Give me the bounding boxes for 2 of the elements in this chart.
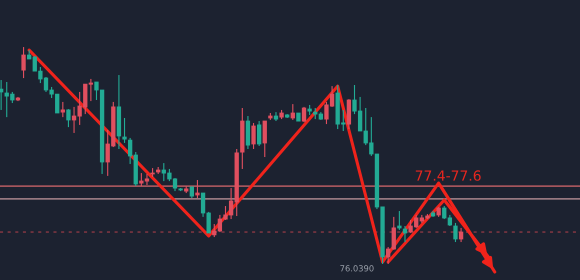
annotation: 77.4-77.6 bbox=[416, 170, 481, 181]
text: 76.0390 bbox=[340, 265, 374, 272]
